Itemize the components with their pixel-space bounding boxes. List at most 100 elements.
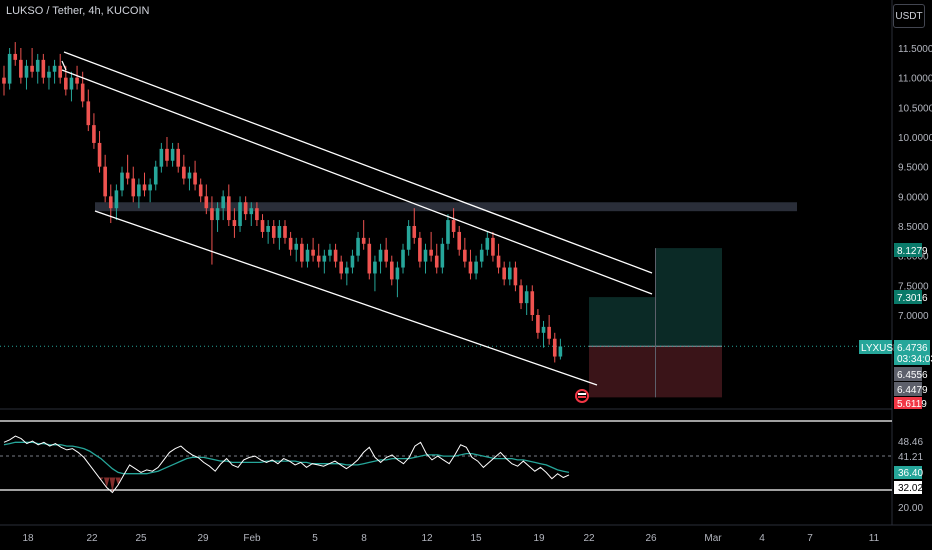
price3-tag: 6.4479	[894, 382, 928, 396]
candle-body	[75, 77, 79, 84]
resistance-zone[interactable]	[95, 202, 797, 212]
candle-body	[7, 53, 12, 84]
candle-body	[418, 237, 422, 262]
candle-body	[457, 231, 462, 250]
price2-tag: 6.4556	[894, 367, 928, 381]
price-tick-label: 7.0000	[898, 311, 929, 322]
price-tick-label: 9.0000	[898, 192, 929, 203]
candle-body	[137, 184, 141, 197]
position-loss-zone-1[interactable]	[589, 346, 655, 398]
candle-body	[361, 237, 366, 244]
rsi-ma-line	[3, 441, 570, 475]
price-tick-label: 7.5000	[898, 281, 929, 292]
candle-body	[24, 65, 29, 78]
channel-inner-line[interactable]	[61, 69, 653, 295]
entry-top-price-tag: 7.3016	[894, 290, 928, 304]
candle-body	[97, 142, 102, 167]
candle-body	[182, 166, 186, 179]
candle-body	[508, 267, 512, 280]
entry-top-price-label: 7.3016	[897, 293, 928, 304]
candle-body	[389, 261, 394, 280]
candle-body	[227, 196, 231, 221]
candle-body	[35, 59, 40, 72]
rsi-line	[3, 435, 570, 494]
event-marker-icon[interactable]	[575, 389, 589, 403]
candle-body	[176, 148, 181, 167]
candle-body	[401, 249, 405, 268]
time-tick-label: 5	[312, 533, 318, 544]
candle-body	[131, 178, 136, 197]
candle-body	[558, 346, 563, 357]
candle-body	[378, 249, 383, 262]
price-tick-label: 8.0000	[898, 252, 929, 263]
price-axis[interactable]: 11.5000 11.0000 10.5000 10.0000 9.5000 9.0000…	[898, 44, 932, 322]
candle-body	[103, 166, 107, 197]
rsi-value-1: 48.46	[898, 437, 923, 448]
candle-body	[429, 249, 433, 256]
candle-body	[210, 208, 214, 221]
candle-body	[86, 101, 91, 126]
candle-body	[373, 261, 377, 274]
rsi-value-2: 41.21	[898, 452, 923, 463]
candle-body	[249, 208, 254, 215]
position-profit-zone-2[interactable]	[656, 248, 722, 347]
price3-label: 6.4479	[897, 385, 928, 396]
rsi-value-3: 36.40	[898, 468, 923, 479]
candle-body	[58, 65, 62, 78]
price-tick-label: 9.5000	[898, 163, 929, 174]
price-tick-label: 10.0000	[898, 133, 932, 144]
rsi-value-4: 32.02	[898, 483, 923, 494]
time-tick-label: 29	[197, 533, 209, 544]
candle-body	[519, 285, 523, 304]
candle-body	[159, 148, 164, 167]
time-tick-label: 7	[807, 533, 813, 544]
candle-body	[266, 226, 270, 232]
channel-lower-line[interactable]	[94, 210, 598, 386]
candle-body	[350, 255, 355, 268]
candle-body	[333, 249, 338, 262]
candle-body	[2, 77, 6, 84]
time-tick-label: 4	[759, 533, 765, 544]
currency-button[interactable]: USDT	[893, 4, 925, 28]
last-price-label: 6.4736	[897, 343, 928, 354]
candle-body	[271, 226, 276, 238]
candle-body	[288, 237, 293, 250]
candle-body	[339, 261, 343, 274]
time-axis[interactable]: 18 22 25 29 Feb 5 8 12 15 19 22 26 Mar 4 7 11	[22, 533, 879, 544]
candle-body	[19, 59, 23, 78]
candle-body	[434, 255, 439, 268]
time-tick-label: 12	[421, 533, 433, 544]
rsi-tag-2: 41.21	[898, 452, 923, 463]
channel-upper-line[interactable]	[63, 51, 653, 274]
candle-body	[496, 255, 501, 268]
position-profit-zone-1[interactable]	[589, 297, 655, 347]
rsi-axis-tick: 20.00	[898, 503, 923, 514]
rsi-tag-1: 48.46	[898, 437, 923, 448]
candle-body	[120, 172, 124, 191]
candle-body	[395, 267, 400, 280]
candle-body	[193, 172, 197, 185]
candle-body	[305, 249, 310, 262]
chart-title: LUKSO / Tether, 4h, KUCOIN	[6, 5, 150, 17]
candle-body	[552, 338, 557, 357]
channel-cap-line[interactable]	[61, 60, 67, 71]
candles-group	[2, 42, 563, 363]
candle-body	[412, 226, 417, 238]
candle-body	[41, 59, 46, 78]
candle-body	[513, 267, 518, 286]
position-loss-zone-2[interactable]	[656, 346, 722, 398]
candle-body	[125, 172, 130, 179]
candle-body	[92, 125, 96, 143]
candle-body	[367, 243, 372, 274]
candle-body	[384, 249, 388, 262]
stop-price-tag: 5.6119	[894, 397, 927, 410]
candle-body	[142, 184, 147, 191]
candle-body	[524, 291, 529, 304]
time-tick-label: 26	[645, 533, 657, 544]
candle-body	[440, 243, 445, 268]
time-tick-label: 15	[470, 533, 482, 544]
time-tick-label: 11	[869, 533, 880, 544]
time-tick-label: 19	[533, 533, 545, 544]
price-tick-label: 10.5000	[898, 103, 932, 114]
